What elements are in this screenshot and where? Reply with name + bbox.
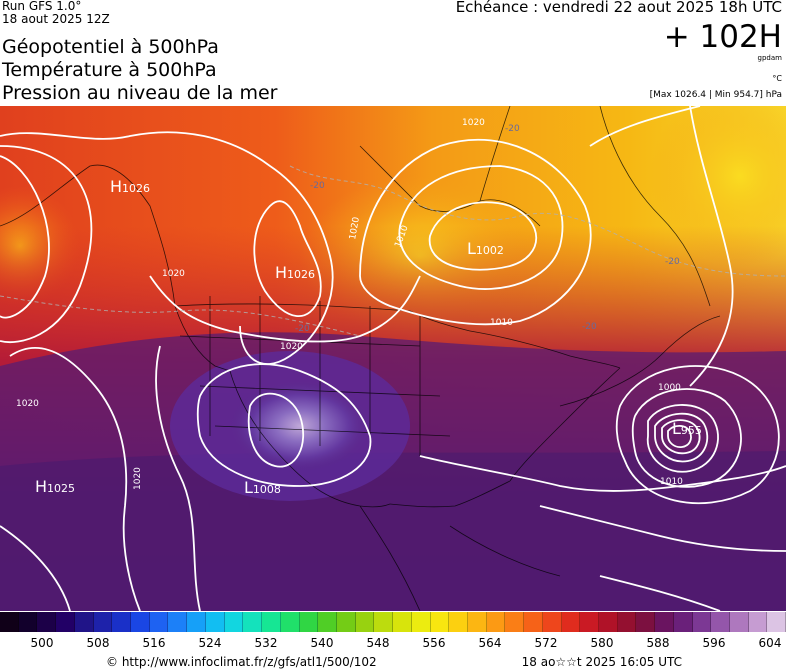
- color-scale-tick: 564: [478, 636, 502, 650]
- color-swatch: [542, 612, 562, 632]
- color-swatch: [374, 612, 394, 632]
- unit-gpdam: gpdam: [757, 54, 782, 62]
- pressure-center-h1026-alaska: H1026: [110, 177, 150, 196]
- color-swatch: [467, 612, 487, 632]
- color-scale-tick: 508: [86, 636, 110, 650]
- temperature-label: -20: [295, 324, 310, 334]
- isobar-label: 1020: [462, 118, 485, 128]
- pressure-center-h1026-pnw: H1026: [275, 263, 315, 282]
- color-swatch: [767, 612, 786, 632]
- title-pressure: Pression au niveau de la mer: [2, 82, 278, 104]
- color-scale-tick: 604: [758, 636, 782, 650]
- color-swatch: [505, 612, 525, 632]
- color-swatch: [617, 612, 637, 632]
- color-swatch: [112, 612, 132, 632]
- color-swatch: [430, 612, 450, 632]
- color-swatch: [74, 612, 94, 632]
- color-swatch: [580, 612, 599, 632]
- unit-celsius: °C: [772, 74, 782, 83]
- color-swatch: [299, 612, 319, 632]
- color-swatch: [636, 612, 656, 632]
- weather-map-svg: H1026 H1026 L1002 L955 L1008 H1025 1020 …: [0, 106, 786, 611]
- temperature-label: -20: [665, 257, 680, 267]
- color-swatch: [224, 612, 244, 632]
- color-swatch: [149, 612, 169, 632]
- color-swatch: [187, 612, 206, 632]
- temperature-label: -20: [505, 124, 520, 134]
- title-temperature: Température à 500hPa: [2, 59, 217, 81]
- color-swatch: [561, 612, 581, 632]
- color-swatch: [393, 612, 412, 632]
- color-scale-tick: 572: [534, 636, 558, 650]
- color-swatch: [711, 612, 731, 632]
- pressure-max-min: [Max 1026.4 | Min 954.7] hPa: [649, 90, 782, 100]
- temperature-label: -20: [582, 322, 597, 332]
- color-swatch: [748, 612, 768, 632]
- color-swatch: [692, 612, 712, 632]
- color-swatch: [673, 612, 693, 632]
- color-swatch: [262, 612, 281, 632]
- color-swatch: [205, 612, 225, 632]
- isobar-label: 1000: [658, 383, 681, 393]
- generation-timestamp: 18 ao☆☆t 2025 16:05 UTC: [521, 655, 682, 669]
- color-scale-tick: 524: [198, 636, 222, 650]
- color-swatch: [56, 612, 75, 632]
- title-geopotential: Géopotentiel à 500hPa: [2, 36, 219, 58]
- color-swatch: [355, 612, 375, 632]
- color-scale-tick: 580: [590, 636, 614, 650]
- color-swatch: [280, 612, 300, 632]
- color-scale-tick: 540: [310, 636, 334, 650]
- color-swatch: [0, 612, 19, 632]
- isobar-label: 1010: [660, 477, 683, 487]
- color-swatch: [131, 612, 150, 632]
- color-scale-tick: 500: [30, 636, 54, 650]
- color-swatch: [411, 612, 431, 632]
- color-swatch: [449, 612, 468, 632]
- color-swatch: [168, 612, 188, 632]
- color-scale-tick: 588: [646, 636, 670, 650]
- forecast-lead-time: + 102H: [663, 19, 782, 55]
- isobar-label: 1020: [348, 216, 362, 241]
- isobar-label: 1010: [490, 318, 513, 328]
- isobar-label: 1020: [280, 342, 303, 352]
- forecast-valid-time: Echéance : vendredi 22 aout 2025 18h UTC: [455, 0, 782, 16]
- color-swatch: [318, 612, 337, 632]
- color-swatch: [599, 612, 618, 632]
- color-swatch: [336, 612, 356, 632]
- temperature-label: -20: [310, 181, 325, 191]
- color-swatch: [37, 612, 57, 632]
- pressure-center-l1002: L1002: [467, 239, 504, 258]
- color-scale-ticks: 500 508 516 524 532 540 548 556 564 572 580 588 596 6…: [0, 636, 786, 652]
- color-scale-tick: 532: [254, 636, 278, 650]
- isobar-label: 1020: [133, 467, 143, 490]
- color-swatch: [93, 612, 113, 632]
- color-scale-bar: [0, 612, 786, 632]
- pressure-center-l1008: L1008: [244, 478, 281, 497]
- isobar-label: 1020: [162, 269, 185, 279]
- color-swatch: [655, 612, 674, 632]
- pressure-center-h1025: H1025: [35, 477, 75, 496]
- isobar-label: 1020: [16, 399, 39, 409]
- run-date: 18 aout 2025 12Z: [2, 12, 110, 26]
- color-swatch: [524, 612, 543, 632]
- color-scale-tick: 556: [422, 636, 446, 650]
- color-swatch: [486, 612, 506, 632]
- color-scale-tick: 596: [702, 636, 726, 650]
- color-scale-tick: 516: [142, 636, 166, 650]
- pressure-center-l955: L955: [672, 419, 702, 438]
- run-label: Run GFS 1.0°: [2, 0, 82, 13]
- source-url: © http://www.infoclimat.fr/z/gfs/atl1/50…: [106, 655, 377, 669]
- color-swatch: [243, 612, 263, 632]
- color-scale-tick: 548: [366, 636, 390, 650]
- color-swatch: [18, 612, 38, 632]
- color-swatch: [730, 612, 749, 632]
- weather-map[interactable]: H1026 H1026 L1002 L955 L1008 H1025 1020 …: [0, 106, 786, 611]
